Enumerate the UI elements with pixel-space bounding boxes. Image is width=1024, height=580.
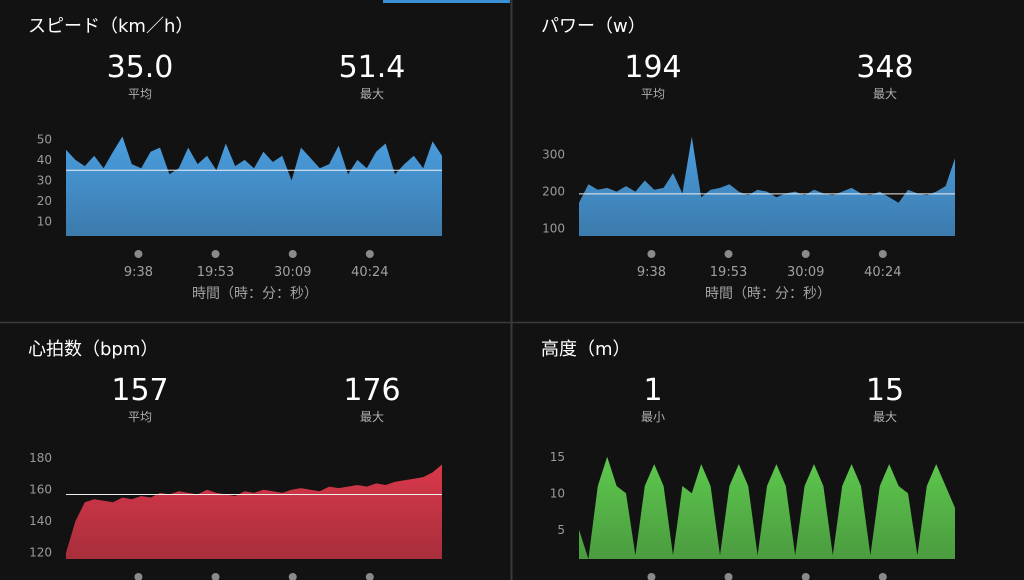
x-tick-dot bbox=[801, 250, 810, 258]
y-tick-label: 120 bbox=[29, 546, 52, 560]
stat-value: 194 bbox=[624, 50, 681, 85]
y-tick-label: 200 bbox=[542, 185, 565, 199]
x-tick-label: 19:53 bbox=[197, 265, 234, 280]
x-tick-dot bbox=[365, 250, 374, 258]
x-axis-title: 時間（時：分：秒） bbox=[705, 286, 831, 302]
panel: 心拍数（bpm） 157 平均 176 最大 120 140 160 180 bbox=[28, 339, 442, 580]
stat-value: 1 bbox=[643, 373, 662, 408]
y-tick-label: 180 bbox=[29, 451, 52, 465]
x-tick-label: 30:09 bbox=[274, 265, 311, 280]
y-tick-label: 300 bbox=[542, 148, 565, 162]
stat-label: 平均 bbox=[128, 410, 152, 424]
stat-value: 348 bbox=[856, 50, 913, 85]
y-tick-label: 30 bbox=[37, 174, 52, 188]
stat-label: 最大 bbox=[360, 87, 384, 101]
x-tick-dot bbox=[878, 250, 887, 258]
area bbox=[579, 456, 955, 559]
y-tick-label: 15 bbox=[550, 450, 565, 464]
x-tick-dot bbox=[724, 573, 733, 580]
stat-value: 157 bbox=[111, 373, 168, 408]
y-tick-label: 10 bbox=[37, 215, 52, 229]
panel-title: スピード（km／h） bbox=[28, 16, 193, 37]
x-tick-dot bbox=[647, 250, 656, 258]
y-tick-label: 20 bbox=[37, 194, 52, 208]
x-tick-dot bbox=[724, 250, 733, 258]
x-axis-title: 時間（時：分：秒） bbox=[192, 286, 318, 302]
panel: スピード（km／h） 35.0 平均 51.4 最大 10 20 30 40 50 9:38 19:5… bbox=[28, 16, 442, 302]
x-tick-label: 40:24 bbox=[864, 265, 901, 280]
y-tick-label: 50 bbox=[37, 132, 52, 146]
x-tick-label: 9:38 bbox=[124, 265, 153, 280]
y-tick-label: 160 bbox=[29, 483, 52, 497]
x-tick-dot bbox=[134, 573, 143, 580]
x-tick-label: 30:09 bbox=[787, 265, 824, 280]
x-tick-dot bbox=[647, 573, 656, 580]
stat-value: 35.0 bbox=[107, 50, 174, 85]
area bbox=[66, 136, 442, 236]
stat-label: 最大 bbox=[873, 87, 897, 101]
stat-value: 51.4 bbox=[339, 50, 406, 85]
y-tick-label: 10 bbox=[550, 486, 565, 500]
x-tick-dot bbox=[288, 250, 297, 258]
stat-label: 平均 bbox=[641, 87, 665, 101]
panel-title: パワー（w） bbox=[541, 16, 646, 37]
panel: パワー（w） 194 平均 348 最大 100 200 300 9:38 19:53 30:09 4… bbox=[541, 16, 955, 302]
x-tick-label: 19:53 bbox=[710, 265, 747, 280]
panel: 高度（m） 1 最小 15 最大 5 10 15 bbox=[541, 339, 955, 580]
x-tick-dot bbox=[134, 250, 143, 258]
y-tick-label: 100 bbox=[542, 222, 565, 236]
y-tick-label: 140 bbox=[29, 514, 52, 528]
panel-title: 高度（m） bbox=[541, 339, 631, 360]
stat-label: 最大 bbox=[873, 410, 897, 424]
stat-label: 最大 bbox=[360, 410, 384, 424]
x-tick-label: 40:24 bbox=[351, 265, 388, 280]
x-tick-label: 9:38 bbox=[637, 265, 666, 280]
y-tick-label: 40 bbox=[37, 153, 52, 167]
x-tick-dot bbox=[878, 573, 887, 580]
stat-value: 176 bbox=[343, 373, 400, 408]
stat-value: 15 bbox=[866, 373, 904, 408]
x-tick-dot bbox=[211, 573, 220, 580]
area bbox=[66, 464, 442, 559]
panel-title: 心拍数（bpm） bbox=[28, 339, 158, 360]
area bbox=[579, 136, 955, 236]
x-tick-dot bbox=[288, 573, 297, 580]
x-tick-dot bbox=[365, 573, 374, 580]
stat-label: 平均 bbox=[128, 87, 152, 101]
x-tick-dot bbox=[211, 250, 220, 258]
y-tick-label: 5 bbox=[557, 523, 565, 537]
x-tick-dot bbox=[801, 573, 810, 580]
stat-label: 最小 bbox=[641, 410, 665, 424]
tab-indicator bbox=[383, 0, 510, 3]
